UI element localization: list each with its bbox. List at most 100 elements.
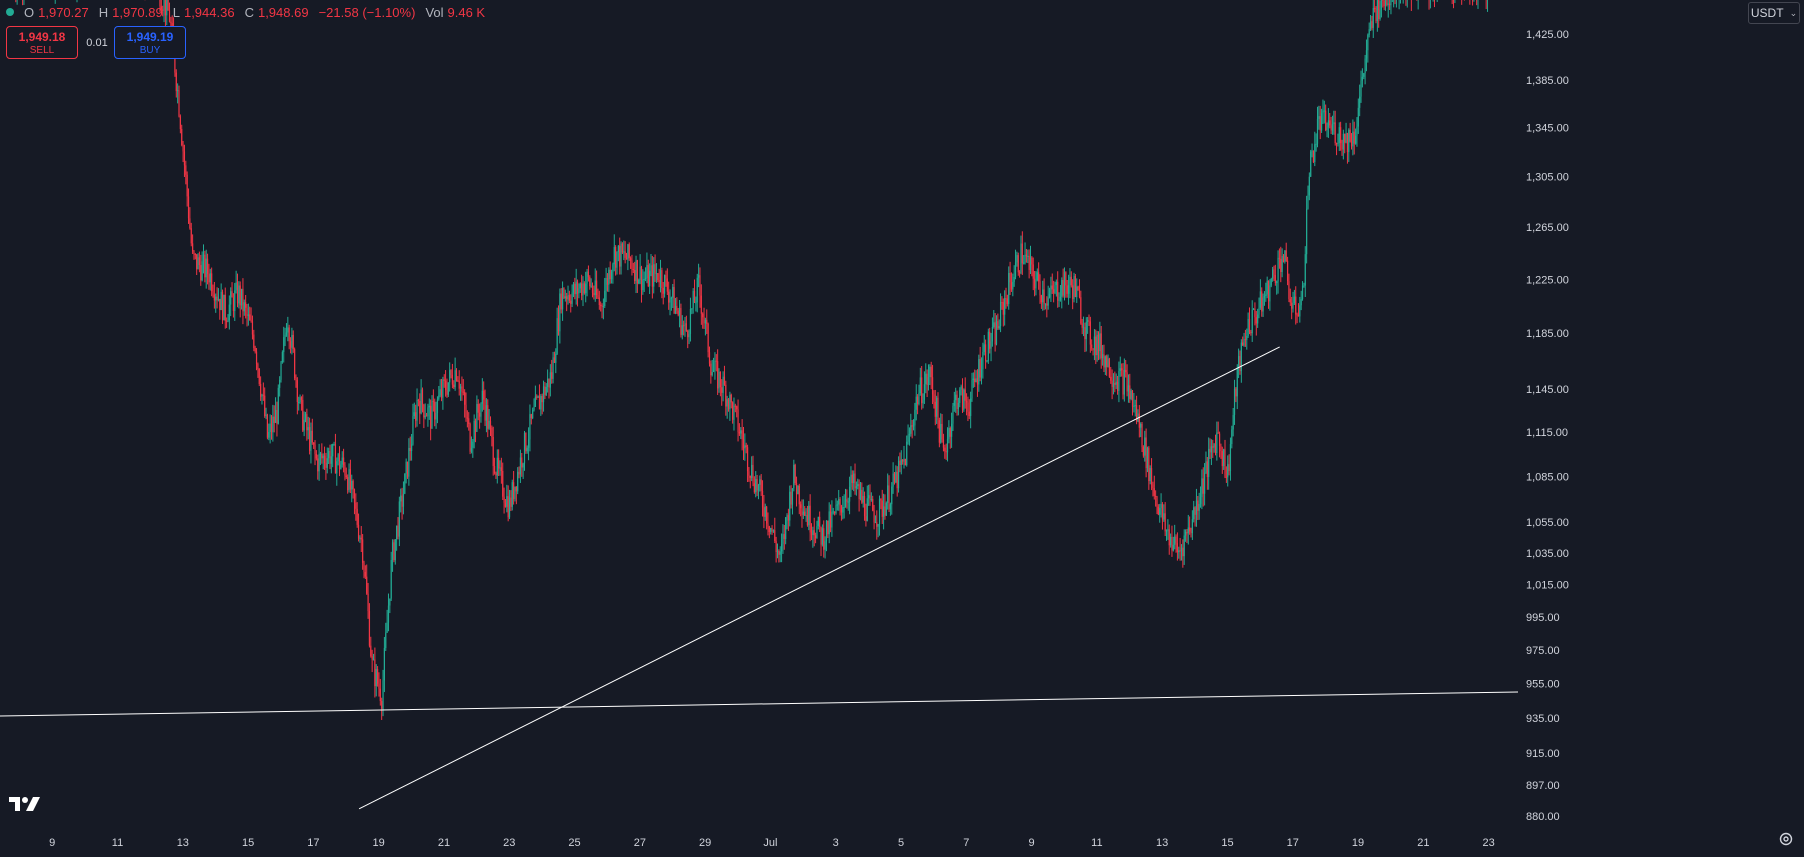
candle-body bbox=[171, 23, 173, 27]
candle-body bbox=[347, 477, 349, 491]
x-tick-label: 11 bbox=[1091, 837, 1102, 849]
candle-body bbox=[1364, 58, 1366, 74]
candle-body bbox=[1304, 254, 1306, 286]
candle-body bbox=[625, 257, 628, 260]
candle-body bbox=[276, 409, 278, 424]
candle-body bbox=[593, 292, 595, 296]
candle-body bbox=[387, 605, 390, 623]
candle-body bbox=[1231, 429, 1233, 445]
candle-body bbox=[755, 479, 757, 493]
candle-body bbox=[1261, 291, 1263, 312]
candle-body bbox=[1236, 367, 1238, 397]
candle-body bbox=[453, 384, 455, 388]
candle-body bbox=[772, 530, 775, 532]
candle-body bbox=[717, 361, 719, 389]
candle-body bbox=[1278, 257, 1281, 259]
candle-body bbox=[1187, 527, 1189, 534]
buy-price: 1,949.19 bbox=[126, 30, 174, 44]
tradingview-logo-icon[interactable] bbox=[9, 794, 41, 814]
candle-body bbox=[1114, 383, 1116, 385]
candle-body bbox=[581, 283, 583, 296]
candle-body bbox=[258, 368, 260, 384]
candle-body bbox=[514, 486, 516, 499]
candle-body bbox=[508, 497, 511, 518]
candle-body bbox=[1293, 296, 1295, 304]
candle-body bbox=[646, 265, 648, 279]
candle-body bbox=[1097, 334, 1100, 352]
candle-body bbox=[937, 397, 939, 421]
high-value: 1,970.89 bbox=[112, 4, 163, 20]
x-tick-label: 15 bbox=[1221, 837, 1233, 849]
candle-body bbox=[869, 495, 871, 500]
candle-body bbox=[997, 321, 999, 329]
candle-body bbox=[946, 438, 949, 453]
candle-body bbox=[1378, 0, 1380, 19]
candle-body bbox=[1059, 296, 1062, 300]
candle-body bbox=[563, 288, 565, 299]
buy-button[interactable]: 1,949.19 BUY bbox=[114, 26, 186, 59]
candle-body bbox=[547, 378, 549, 387]
candle-body bbox=[960, 386, 962, 390]
candle-body bbox=[707, 323, 709, 353]
candle-body bbox=[182, 144, 184, 152]
candle-body bbox=[1201, 478, 1203, 498]
candle-body bbox=[495, 473, 497, 476]
candle-body bbox=[1156, 496, 1158, 507]
candle-body bbox=[299, 397, 301, 402]
candle-body bbox=[1384, 0, 1387, 6]
candle-body bbox=[798, 485, 800, 505]
candle-body bbox=[1252, 308, 1255, 310]
candle-body bbox=[590, 285, 592, 287]
sell-button[interactable]: 1,949.18 SELL bbox=[6, 26, 78, 59]
market-status-icon bbox=[6, 8, 14, 16]
candle-body bbox=[752, 464, 754, 484]
candle-body bbox=[787, 515, 789, 521]
candle-body bbox=[942, 439, 945, 448]
candle-body bbox=[1160, 504, 1162, 509]
candle-body bbox=[710, 363, 712, 376]
candle-body bbox=[612, 264, 614, 272]
candle-body bbox=[1316, 118, 1319, 144]
candle-body bbox=[455, 370, 458, 381]
candle-body bbox=[1289, 299, 1291, 303]
candle-body bbox=[1354, 135, 1357, 144]
candle-body bbox=[714, 360, 716, 370]
candle-body bbox=[1078, 290, 1081, 298]
candle-body bbox=[1072, 285, 1074, 299]
y-tick-label: 1,305.00 bbox=[1526, 172, 1569, 184]
candle-body bbox=[1063, 272, 1066, 296]
candle-body bbox=[975, 378, 977, 383]
candle-body bbox=[627, 244, 629, 260]
candle-body bbox=[556, 318, 558, 354]
candle-body bbox=[264, 395, 266, 416]
candle-body bbox=[540, 396, 542, 410]
candle-body bbox=[940, 423, 942, 443]
candle-body bbox=[711, 372, 713, 376]
candle-body bbox=[333, 444, 335, 446]
candle-body bbox=[485, 405, 488, 421]
candle-body bbox=[420, 389, 422, 414]
candle-body bbox=[870, 498, 872, 500]
candle-body bbox=[873, 510, 875, 523]
candle-body bbox=[1357, 107, 1359, 127]
candle-body bbox=[415, 412, 417, 421]
currency-selector[interactable]: USDT ⌄ bbox=[1748, 2, 1800, 24]
candle-body bbox=[1387, 3, 1389, 5]
trendline-1 bbox=[358, 346, 1280, 810]
candle-body bbox=[1374, 8, 1376, 10]
candle-body bbox=[443, 379, 445, 381]
candle-body bbox=[1361, 76, 1363, 81]
candle-body bbox=[1118, 371, 1120, 392]
candle-body bbox=[498, 457, 500, 469]
candle-body bbox=[941, 423, 943, 440]
candle-body bbox=[676, 305, 678, 311]
settings-icon[interactable] bbox=[1778, 831, 1794, 847]
candle-body bbox=[477, 404, 479, 413]
candle-body bbox=[1346, 132, 1349, 153]
candle-body bbox=[1365, 50, 1368, 59]
candle-body bbox=[1167, 529, 1169, 531]
candle-body bbox=[1235, 388, 1237, 397]
candle-body bbox=[598, 297, 600, 305]
